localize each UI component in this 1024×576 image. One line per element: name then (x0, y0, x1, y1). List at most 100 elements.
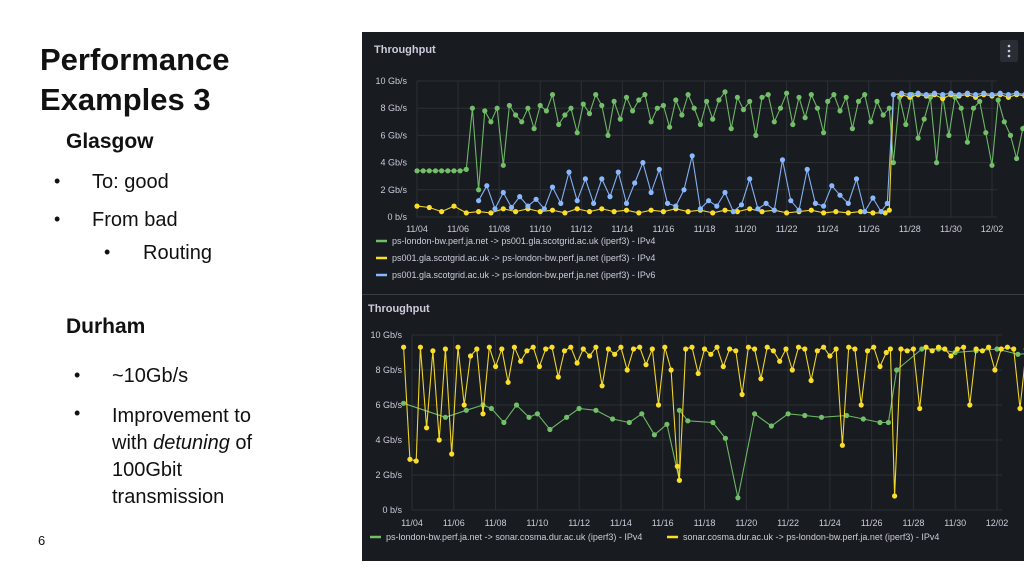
data-point (784, 210, 790, 216)
data-point (989, 92, 995, 98)
data-point (630, 108, 636, 114)
data-point (547, 426, 553, 433)
data-point (837, 192, 843, 198)
x-tick-label: 11/18 (694, 518, 716, 528)
data-point (451, 168, 457, 174)
data-point (593, 92, 599, 98)
data-point (593, 407, 599, 413)
data-point (871, 344, 877, 350)
data-point (611, 209, 617, 215)
data-point (673, 203, 679, 209)
data-point (877, 419, 883, 426)
data-point (566, 169, 572, 175)
slide-title-line2: Examples 3 (40, 82, 211, 117)
x-tick-label: 11/24 (819, 518, 841, 528)
data-point (768, 423, 774, 429)
chart-title: Throughput (368, 303, 430, 315)
data-point (753, 132, 759, 138)
data-point (506, 102, 512, 109)
data-point (636, 210, 642, 216)
data-point (722, 89, 728, 95)
data-point (886, 105, 892, 111)
detuning-text: detuning (153, 432, 230, 454)
data-point (664, 421, 670, 427)
data-point (967, 402, 973, 408)
data-point (457, 168, 463, 174)
y-tick-label: 8 Gb/s (375, 365, 402, 375)
data-point (697, 206, 703, 212)
x-tick-label: 11/06 (447, 224, 469, 234)
data-point (568, 344, 574, 350)
data-point (488, 210, 494, 216)
data-point (484, 183, 490, 189)
data-point (802, 115, 808, 121)
data-point (500, 206, 506, 212)
data-point (846, 344, 852, 350)
data-point (704, 98, 710, 104)
data-point (964, 139, 971, 145)
data-point (648, 207, 654, 213)
data-point (858, 402, 864, 408)
data-point (716, 97, 722, 103)
data-point (642, 92, 648, 98)
data-point (401, 400, 407, 406)
data-point (467, 353, 474, 359)
x-tick-label: 11/20 (735, 518, 757, 528)
bullet-glyph: • (74, 403, 81, 423)
data-point (858, 209, 864, 215)
data-point (636, 97, 642, 103)
data-point (681, 187, 687, 193)
data-point (655, 402, 662, 408)
data-point (676, 477, 682, 483)
panel-separator (362, 294, 1024, 295)
data-point (887, 346, 894, 352)
bullet-glyph: • (54, 171, 61, 191)
data-point (536, 363, 542, 370)
data-point (691, 105, 697, 111)
data-point (892, 493, 898, 499)
x-tick-label: 11/28 (902, 518, 924, 528)
data-point (886, 207, 892, 213)
data-point (426, 168, 432, 174)
data-point (808, 207, 814, 213)
durham-bullet-improvement-line1: Improvement to (112, 405, 251, 427)
data-point (890, 92, 897, 98)
y-tick-label: 10 Gb/s (375, 76, 407, 86)
data-point (921, 116, 927, 122)
data-point (727, 346, 733, 352)
data-point (513, 112, 519, 118)
data-point (618, 344, 624, 350)
data-point (898, 346, 904, 352)
y-tick-label: 2 Gb/s (375, 470, 402, 480)
data-point (860, 416, 866, 422)
data-point (973, 346, 979, 352)
data-point (948, 353, 954, 359)
data-point (649, 346, 655, 352)
data-point (995, 97, 1001, 103)
data-point (829, 183, 835, 189)
data-point (946, 132, 952, 138)
data-point (970, 105, 977, 111)
chart-title: Throughput (374, 44, 436, 56)
data-point (821, 130, 827, 136)
data-point (424, 425, 430, 431)
data-point (883, 349, 889, 356)
data-point (845, 200, 851, 206)
data-point (568, 105, 574, 111)
data-point (476, 198, 482, 204)
data-point (804, 166, 810, 172)
data-point (882, 210, 888, 216)
data-point (827, 353, 833, 359)
data-point (818, 414, 825, 420)
data-point (981, 90, 987, 96)
data-point (730, 209, 736, 215)
data-point (740, 107, 747, 113)
data-point (977, 98, 983, 104)
data-point (537, 209, 543, 215)
data-point (758, 376, 764, 382)
data-point (870, 195, 876, 201)
data-point (615, 169, 621, 175)
data-point (480, 411, 486, 417)
data-point (697, 121, 703, 128)
data-point (986, 344, 992, 350)
